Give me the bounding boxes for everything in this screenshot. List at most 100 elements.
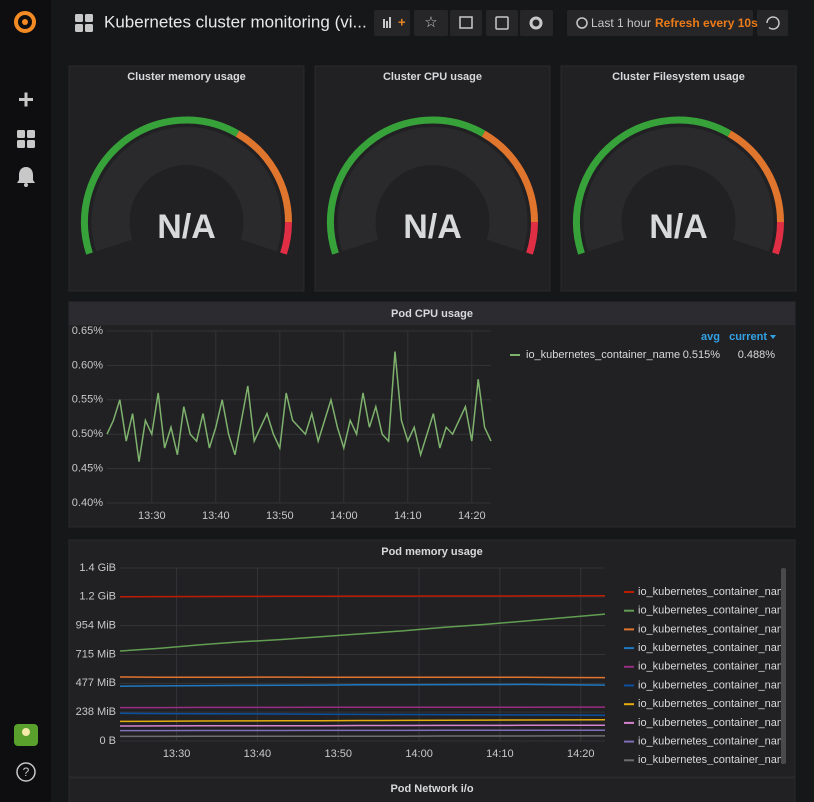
sidebar	[0, 0, 51, 802]
share-button[interactable]	[450, 10, 482, 36]
gauge-threshold-red	[772, 221, 784, 255]
legend-avg: 0.515%	[683, 349, 721, 361]
x-tick-label: 13:30	[138, 510, 166, 522]
series-line	[119, 683, 606, 687]
x-tick-label: 13:50	[324, 748, 352, 760]
legend-column: avg	[701, 331, 720, 343]
dashboard-icon	[75, 14, 93, 32]
x-tick-label: 13:40	[202, 510, 230, 522]
gauge-threshold-green	[81, 116, 240, 255]
legend-swatch	[624, 703, 634, 706]
legend-scrollbar	[781, 568, 786, 764]
save-button[interactable]	[486, 10, 518, 36]
legend-swatch	[624, 647, 634, 650]
gauge-value: N/A	[649, 208, 708, 246]
y-tick-label: 0.65%	[72, 325, 103, 337]
legend-swatch	[624, 665, 634, 668]
gauge-threshold-orange	[235, 130, 292, 223]
legend-name: io_kubernetes_container_name	[638, 605, 792, 617]
x-tick-label: 13:40	[244, 748, 272, 760]
y-tick-label: 0.60%	[72, 359, 103, 371]
star-button[interactable]	[414, 10, 448, 36]
toolbar-icons: + ☆	[383, 14, 780, 31]
legend-swatch	[624, 609, 634, 612]
refresh-interval[interactable]: Refresh every 10s	[655, 16, 758, 30]
gauge-threshold-red	[526, 221, 538, 255]
gauge-title: Cluster memory usage	[127, 71, 246, 83]
x-tick-label: 14:10	[486, 748, 514, 760]
x-tick-label: 13:50	[266, 510, 294, 522]
gauge-title: Cluster CPU usage	[383, 71, 482, 83]
series-line	[119, 595, 606, 598]
grafana-logo[interactable]	[14, 11, 36, 33]
sort-caret	[770, 335, 776, 339]
series-line	[119, 676, 606, 679]
user-avatar[interactable]	[14, 724, 38, 746]
series-line	[119, 724, 606, 727]
legend-name: io_kubernetes_container_name	[638, 698, 792, 710]
y-tick-label: 477 MiB	[76, 677, 116, 689]
gauge-title: Cluster Filesystem usage	[612, 71, 745, 83]
dashboards-icon[interactable]	[17, 130, 35, 148]
svg-text:?: ?	[23, 765, 30, 779]
x-tick-label: 14:20	[567, 748, 595, 760]
series-line	[119, 613, 606, 652]
legend-name: io_kubernetes_container_name	[526, 349, 680, 361]
legend: io_kubernetes_container_name io_kubernete…	[624, 586, 792, 766]
legend-swatch	[624, 591, 634, 593]
panels: Cluster memory usage N/A Cluster CPU usage…	[68, 65, 797, 802]
y-tick-label: 0 B	[99, 735, 116, 747]
alerting-icon[interactable]	[17, 167, 35, 187]
add-panel-button[interactable]	[374, 10, 410, 36]
y-tick-label: 0.50%	[72, 428, 103, 440]
create-icon[interactable]	[19, 92, 33, 107]
legend-name: io_kubernetes_container_name	[638, 754, 792, 766]
series-line	[119, 712, 606, 716]
help-icon[interactable]: ?	[16, 762, 36, 782]
graph-panel	[68, 539, 796, 778]
panel-title: Pod CPU usage	[391, 308, 473, 320]
settings-button[interactable]	[520, 10, 553, 36]
legend-swatch	[624, 628, 634, 631]
gauge-background	[91, 127, 282, 252]
gauge-threshold-red	[280, 221, 292, 255]
graph-panel	[68, 777, 796, 802]
gauge-background	[583, 127, 774, 252]
series-line	[120, 735, 605, 738]
y-tick-label: 1.2 GiB	[79, 591, 116, 603]
gauge-threshold-orange	[727, 130, 784, 223]
series-line	[106, 351, 492, 462]
y-tick-label: 0.55%	[72, 394, 103, 406]
series-line	[120, 706, 605, 709]
toolbar: + ☆ Last 1 hour Refresh every 10s	[374, 10, 788, 36]
x-tick-label: 13:30	[163, 748, 191, 760]
svg-text:☆: ☆	[424, 14, 437, 31]
legend-name: io_kubernetes_container_name	[638, 642, 792, 654]
y-tick-label: 0.45%	[72, 463, 103, 475]
x-tick-label: 14:10	[394, 510, 422, 522]
legend-name: io_kubernetes_container_name	[638, 717, 792, 729]
y-tick-label: 715 MiB	[76, 648, 116, 660]
y-tick-label: 0.40%	[72, 497, 103, 509]
legend-name: io_kubernetes_container_name	[638, 736, 792, 748]
legend-column: current	[729, 331, 767, 343]
legend-name: io_kubernetes_container_name	[638, 623, 792, 635]
x-tick-label: 14:20	[458, 510, 486, 522]
panel-title: Pod Network i/o	[390, 783, 473, 795]
time-range[interactable]: Last 1 hour	[591, 16, 651, 30]
x-tick-label: 14:00	[330, 510, 358, 522]
legend-swatch	[510, 354, 520, 356]
x-tick-label: 14:00	[405, 748, 433, 760]
gauge-threshold-green	[327, 116, 486, 255]
y-tick-label: 238 MiB	[76, 706, 116, 718]
y-tick-label: 1.4 GiB	[79, 562, 116, 574]
legend-swatch	[624, 740, 634, 743]
refresh-button[interactable]	[757, 10, 788, 36]
series-line	[119, 719, 606, 723]
time-picker[interactable]	[567, 10, 753, 36]
panel-header	[69, 302, 795, 325]
legend-current: 0.488%	[738, 349, 776, 361]
dashboard-title[interactable]: Kubernetes cluster monitoring (vi...	[104, 12, 367, 31]
gauge-background	[337, 127, 528, 252]
